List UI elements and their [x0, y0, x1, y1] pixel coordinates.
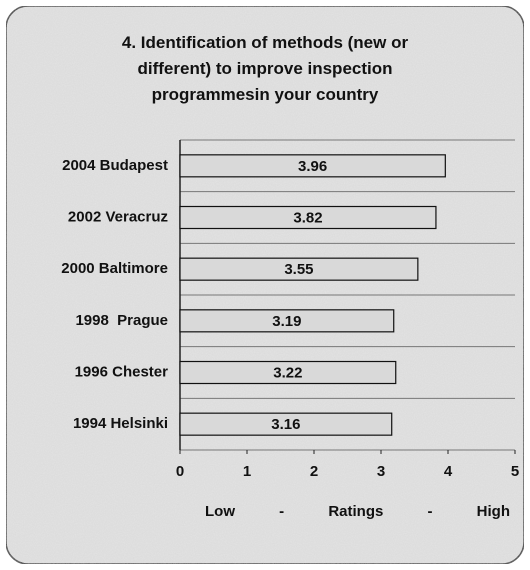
y-tick-label: 1998 Prague — [75, 312, 168, 329]
x-tick-label: 2 — [310, 463, 318, 480]
value-label: 3.96 — [298, 158, 327, 175]
bar — [179, 360, 397, 385]
bar — [179, 154, 446, 178]
value-label: 3.55 — [284, 261, 313, 278]
panel — [5, 5, 525, 565]
y-tick-label: 2004 Budapest — [62, 157, 168, 174]
bar — [179, 257, 419, 281]
y-tick-label: 2002 Veracruz — [68, 208, 168, 225]
x-tick-label: 0 — [176, 463, 184, 480]
bar — [179, 412, 393, 436]
x-tick-label: 1 — [243, 463, 251, 480]
value-label: 3.22 — [273, 364, 302, 381]
x-tick-label: 5 — [511, 463, 519, 480]
value-label: 3.19 — [272, 313, 301, 330]
x-tick-label: 4 — [444, 463, 453, 480]
bar — [179, 205, 437, 230]
y-tick-label: 1996 Chester — [75, 363, 169, 380]
y-tick-label: 1994 Helsinki — [73, 415, 168, 432]
x-axis-label: Low - Ratings - High — [205, 503, 510, 520]
y-tick-label: 2000 Baltimore — [61, 260, 168, 277]
x-tick-label: 3 — [377, 463, 385, 480]
value-label: 3.82 — [293, 209, 322, 226]
chart-title: 4. Identification of methods (new or dif… — [121, 33, 409, 104]
bar — [179, 309, 395, 333]
value-label: 3.16 — [271, 416, 300, 433]
